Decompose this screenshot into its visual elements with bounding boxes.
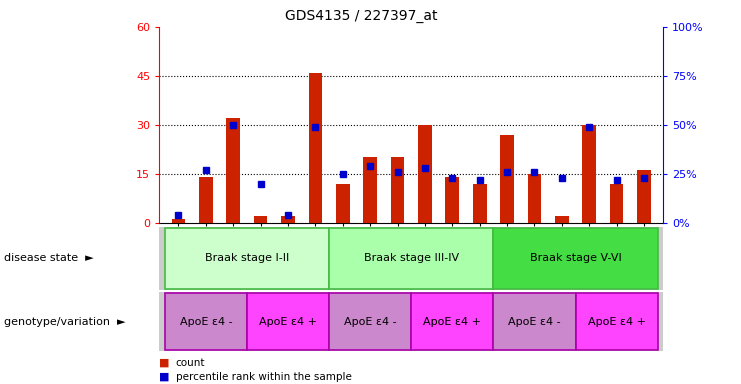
Bar bbox=[165, 228, 329, 289]
Bar bbox=[473, 184, 487, 223]
Bar bbox=[637, 170, 651, 223]
Text: percentile rank within the sample: percentile rank within the sample bbox=[176, 372, 351, 382]
Bar bbox=[610, 184, 623, 223]
Title: GDS4135 / 227397_at: GDS4135 / 227397_at bbox=[285, 9, 437, 23]
Bar bbox=[411, 293, 494, 350]
Bar bbox=[494, 293, 576, 350]
Text: ApoE ε4 -: ApoE ε4 - bbox=[344, 316, 396, 327]
Text: ApoE ε4 -: ApoE ε4 - bbox=[508, 316, 561, 327]
Text: ApoE ε4 +: ApoE ε4 + bbox=[588, 316, 645, 327]
Bar bbox=[500, 135, 514, 223]
Text: Braak stage III-IV: Braak stage III-IV bbox=[364, 253, 459, 263]
Bar bbox=[199, 177, 213, 223]
Bar bbox=[336, 184, 350, 223]
Bar bbox=[329, 293, 411, 350]
Text: ■: ■ bbox=[159, 358, 170, 368]
Text: genotype/variation  ►: genotype/variation ► bbox=[4, 316, 125, 327]
Text: count: count bbox=[176, 358, 205, 368]
Text: ■: ■ bbox=[159, 372, 170, 382]
Bar bbox=[329, 228, 494, 289]
Bar bbox=[528, 174, 542, 223]
Bar bbox=[165, 293, 247, 350]
Text: ApoE ε4 +: ApoE ε4 + bbox=[259, 316, 317, 327]
Bar bbox=[247, 293, 329, 350]
Bar bbox=[227, 118, 240, 223]
Bar bbox=[576, 293, 658, 350]
Text: ApoE ε4 +: ApoE ε4 + bbox=[423, 316, 482, 327]
Bar bbox=[555, 216, 569, 223]
Text: ApoE ε4 -: ApoE ε4 - bbox=[179, 316, 232, 327]
Bar bbox=[494, 228, 658, 289]
Text: Braak stage I-II: Braak stage I-II bbox=[205, 253, 289, 263]
Bar bbox=[391, 157, 405, 223]
Bar bbox=[445, 177, 459, 223]
Bar bbox=[582, 125, 596, 223]
Text: Braak stage V-VI: Braak stage V-VI bbox=[530, 253, 622, 263]
Text: disease state  ►: disease state ► bbox=[4, 253, 93, 263]
Bar bbox=[281, 216, 295, 223]
Bar bbox=[172, 220, 185, 223]
Bar bbox=[308, 73, 322, 223]
Bar bbox=[363, 157, 377, 223]
Bar bbox=[253, 216, 268, 223]
Bar bbox=[418, 125, 432, 223]
